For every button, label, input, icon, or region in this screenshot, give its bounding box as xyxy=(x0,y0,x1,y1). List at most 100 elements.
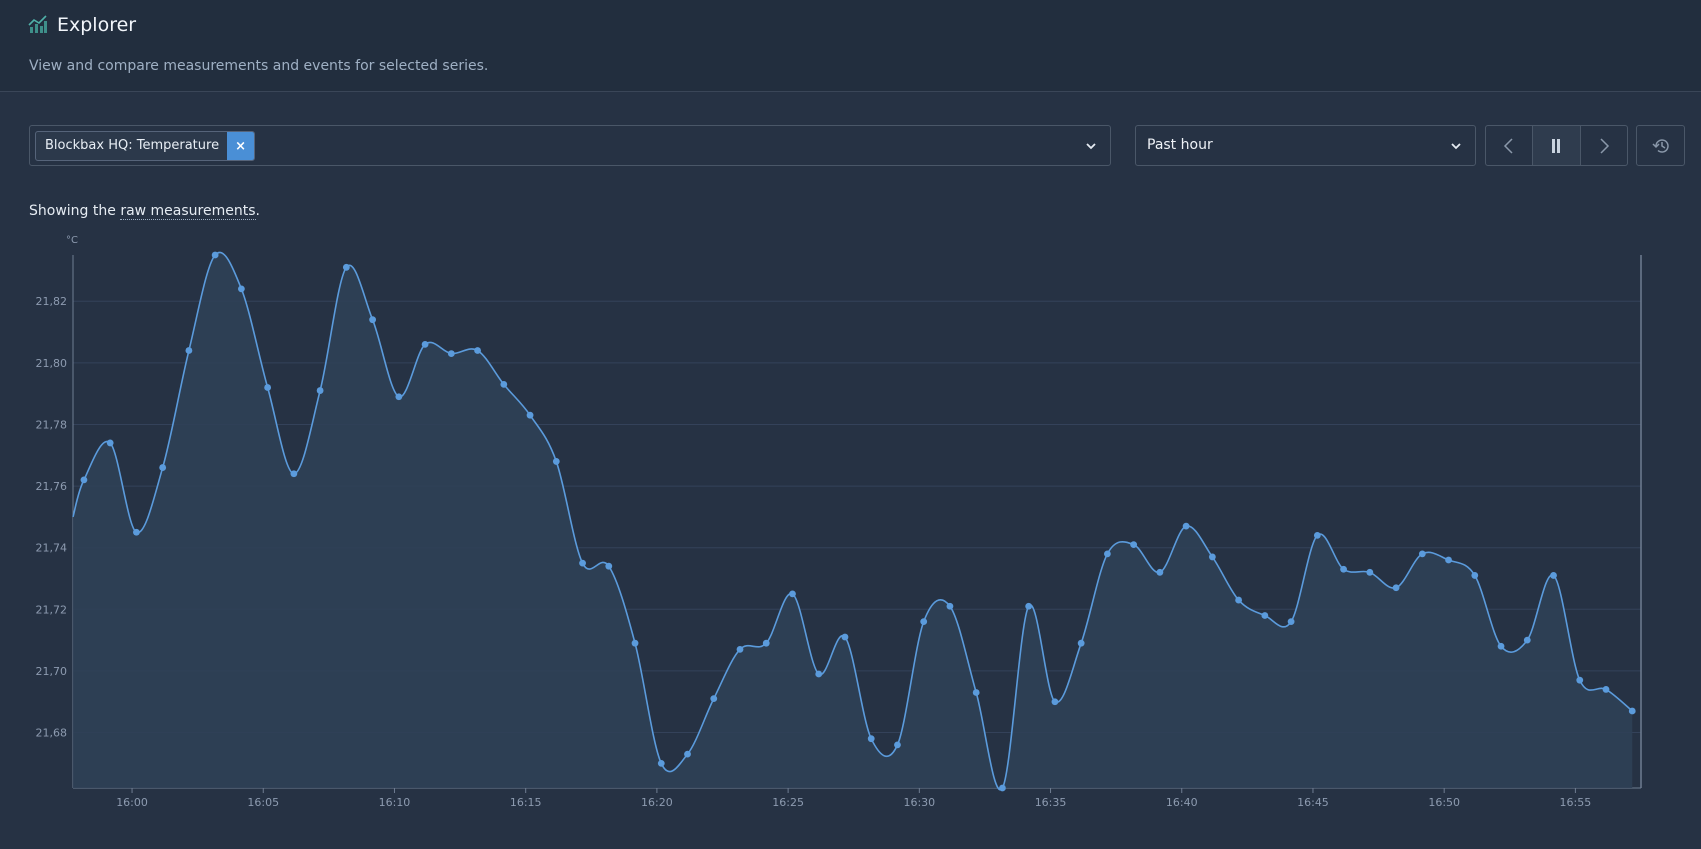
data-point[interactable] xyxy=(316,387,324,394)
series-chip: Blockbax HQ: Temperature × xyxy=(35,131,256,161)
x-tick-label: 16:40 xyxy=(1166,796,1198,809)
data-point[interactable] xyxy=(500,380,508,388)
next-period-button[interactable] xyxy=(1581,126,1627,165)
x-tick-label: 16:00 xyxy=(116,796,148,809)
data-point[interactable] xyxy=(1208,553,1216,561)
data-point[interactable] xyxy=(1497,642,1505,650)
data-point[interactable] xyxy=(736,645,744,653)
series-area xyxy=(73,252,1633,790)
data-point[interactable] xyxy=(762,639,770,647)
data-point[interactable] xyxy=(841,633,849,641)
x-tick-label: 16:15 xyxy=(510,796,542,809)
data-point[interactable] xyxy=(684,750,691,758)
y-tick-label: 21,78 xyxy=(36,418,68,431)
data-point[interactable] xyxy=(1471,572,1479,579)
y-axis-unit: °C xyxy=(66,235,78,246)
data-point[interactable] xyxy=(999,784,1006,792)
measurement-chart[interactable]: 21,68 21,70 21,72 21,74 21,76 21,78 21,80 21,82… xyxy=(0,225,1701,830)
chevron-down-icon[interactable] xyxy=(1086,141,1096,151)
data-point[interactable] xyxy=(1523,636,1531,644)
chart-icon xyxy=(28,15,47,33)
data-point[interactable] xyxy=(1576,676,1584,684)
chevron-down-icon xyxy=(1451,143,1461,150)
data-point[interactable] xyxy=(1261,612,1269,619)
data-point[interactable] xyxy=(106,439,114,447)
y-tick-label: 21,82 xyxy=(36,295,68,308)
data-point[interactable] xyxy=(1051,698,1059,706)
data-point[interactable] xyxy=(237,285,245,293)
data-point[interactable] xyxy=(972,689,980,696)
series-select[interactable]: Blockbax HQ: Temperature × xyxy=(29,125,1111,166)
data-point[interactable] xyxy=(1392,584,1400,592)
previous-period-button[interactable] xyxy=(1486,126,1534,165)
data-point[interactable] xyxy=(80,476,88,484)
y-tick-label: 21,72 xyxy=(36,603,68,616)
x-tick-label: 16:45 xyxy=(1297,796,1329,809)
data-point[interactable] xyxy=(369,316,377,324)
pause-icon xyxy=(1552,138,1561,153)
data-point[interactable] xyxy=(1182,522,1190,530)
raw-measurements-link[interactable]: raw measurements xyxy=(120,203,256,220)
data-point[interactable] xyxy=(1077,639,1085,647)
data-point[interactable] xyxy=(867,735,875,743)
x-tick-label: 16:05 xyxy=(247,796,279,809)
data-point[interactable] xyxy=(1287,618,1295,626)
data-point[interactable] xyxy=(421,340,429,348)
y-tick-label: 21,76 xyxy=(36,480,68,493)
data-point[interactable] xyxy=(185,347,193,354)
data-point[interactable] xyxy=(657,759,665,767)
x-tick-label: 16:35 xyxy=(1035,796,1067,809)
data-point[interactable] xyxy=(605,562,613,570)
data-point[interactable] xyxy=(211,251,219,259)
data-point[interactable] xyxy=(1550,572,1557,579)
data-point[interactable] xyxy=(1313,531,1321,539)
data-point[interactable] xyxy=(159,464,167,471)
data-point[interactable] xyxy=(920,618,928,626)
data-point[interactable] xyxy=(1156,568,1164,576)
data-point[interactable] xyxy=(526,411,534,419)
data-point[interactable] xyxy=(710,695,718,703)
data-point[interactable] xyxy=(579,559,586,567)
data-point[interactable] xyxy=(264,384,272,391)
data-point[interactable] xyxy=(789,590,796,598)
data-point[interactable] xyxy=(1445,556,1452,564)
data-point[interactable] xyxy=(1130,541,1138,549)
y-tick-label: 21,74 xyxy=(36,542,68,555)
data-point[interactable] xyxy=(946,602,954,610)
data-point[interactable] xyxy=(631,639,639,647)
data-point[interactable] xyxy=(447,350,455,357)
chevron-right-icon xyxy=(1600,137,1609,154)
data-point[interactable] xyxy=(395,393,403,401)
data-point[interactable] xyxy=(552,458,560,465)
y-tick-label: 21,80 xyxy=(36,357,68,370)
aggregation-info: Showing the raw measurements. xyxy=(29,203,260,220)
data-point[interactable] xyxy=(1628,707,1636,715)
data-point[interactable] xyxy=(1602,686,1610,693)
chevron-left-icon xyxy=(1504,137,1513,154)
data-point[interactable] xyxy=(815,670,823,678)
page-title: Explorer xyxy=(57,14,137,36)
data-point[interactable] xyxy=(1103,550,1111,558)
data-point[interactable] xyxy=(1235,596,1243,604)
time-navigation xyxy=(1485,125,1628,166)
data-point[interactable] xyxy=(894,741,901,749)
data-point[interactable] xyxy=(290,470,298,478)
x-tick-label: 16:55 xyxy=(1560,796,1592,809)
data-point[interactable] xyxy=(133,528,140,536)
data-point[interactable] xyxy=(1418,550,1426,558)
period-select[interactable]: Past hour xyxy=(1135,125,1476,166)
data-point[interactable] xyxy=(474,347,481,354)
data-point[interactable] xyxy=(1366,568,1374,576)
series-chip-label: Blockbax HQ: Temperature xyxy=(45,138,220,153)
data-point[interactable] xyxy=(342,263,350,271)
history-button[interactable] xyxy=(1636,125,1685,166)
x-tick-label: 16:20 xyxy=(641,796,673,809)
pause-button[interactable] xyxy=(1533,126,1581,165)
x-tick-label: 16:30 xyxy=(903,796,935,809)
remove-series-button[interactable]: × xyxy=(227,132,255,160)
series-line xyxy=(72,251,1633,791)
data-point[interactable] xyxy=(1340,565,1347,573)
period-select-value: Past hour xyxy=(1147,137,1213,153)
data-point[interactable] xyxy=(1025,602,1033,610)
info-prefix: Showing the xyxy=(29,203,121,219)
